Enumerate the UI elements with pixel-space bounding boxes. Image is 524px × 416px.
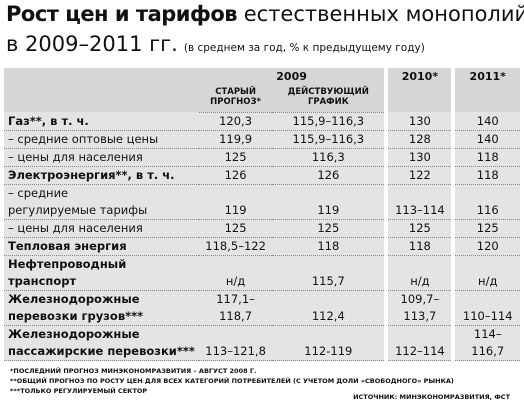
table-row: Газ**, в т. ч. 120,3 115,9–116,3 130 140: [4, 112, 520, 131]
cell: 119: [198, 184, 273, 220]
row-label-line: регулируемые тарифы: [8, 202, 148, 217]
cell: 118: [451, 148, 520, 167]
row-label: Железнодорожные пассажирские перевозки***: [4, 325, 199, 361]
cell: 119: [272, 184, 387, 220]
cell: 120,3: [198, 112, 273, 131]
title-years: в 2009–2011 гг.: [6, 32, 178, 56]
cell: 118: [384, 237, 454, 256]
cell: 125: [198, 219, 273, 238]
cell: 112–114: [384, 325, 454, 361]
cell: 140: [451, 130, 520, 149]
row-label: Тепловая энергия: [4, 237, 199, 256]
cell: н/д: [451, 255, 520, 291]
cell: 130: [384, 112, 454, 131]
cell: 113–121,8: [198, 325, 273, 361]
cell: 114–116,7: [451, 325, 520, 361]
row-label: Газ**, в т. ч.: [4, 112, 199, 131]
cell: 140: [451, 112, 520, 131]
row-label-line: – цены для населения: [8, 149, 143, 164]
table-row: Тепловая энергия 118,5–122 118 118 120: [4, 237, 520, 256]
row-label-line: Нефтепроводный: [8, 256, 127, 271]
row-label-line: Электроэнергия**, в т. ч.: [8, 167, 175, 182]
col-old: СТАРЫЙ ПРОГНОЗ*: [198, 82, 273, 113]
row-label-line: – средние оптовые цены: [8, 131, 159, 146]
col-current: ДЕЙСТВУЮЩИЙ ГРАФИК: [272, 82, 387, 113]
subtitle: (в среднем за год, % к предыдущему году): [183, 42, 425, 54]
table-row: Железнодорожные пассажирские перевозки***…: [4, 325, 520, 361]
cell: 125: [384, 219, 454, 238]
col-2011: 2011*: [451, 68, 520, 112]
row-label: – цены для населения: [4, 219, 199, 238]
cell: 115,7: [272, 255, 387, 291]
row-label-line: Тепловая энергия: [8, 238, 127, 253]
cell: 117,1–118,7: [198, 290, 273, 326]
table-row: Электроэнергия**, в т. ч. 126 126 122 118: [4, 166, 520, 185]
cell: 115,9–116,3: [272, 130, 387, 149]
cell: 118,5–122: [198, 237, 273, 256]
cell: 118: [272, 237, 387, 256]
row-label-line: транспорт: [8, 273, 77, 288]
title-line2: в 2009–2011 гг. (в среднем за год, % к пр…: [6, 32, 425, 56]
col-2010: 2010*: [384, 68, 454, 112]
cell: 125: [451, 219, 520, 238]
cell: 112-119: [272, 325, 387, 361]
footnote: ***ТОЛЬКО РЕГУЛИРУЕМЫЙ СЕКТОР: [10, 387, 148, 395]
table-row: – цены для населения 125 116,3 130 118: [4, 148, 520, 167]
title: Рост цен и тарифов естественных монополи…: [6, 2, 524, 26]
cell: н/д: [384, 255, 454, 291]
footnote: **ОБЩИЙ ПРОГНОЗ ПО РОСТУ ЦЕН ДЛЯ ВСЕХ КА…: [10, 377, 454, 385]
footnote: *ПОСЛЕДНИЙ ПРОГНОЗ МИНЭКОНОМРАЗВИТИЯ – А…: [10, 367, 257, 375]
row-label-line: пассажирские перевозки***: [8, 343, 195, 358]
row-label-line: – средние: [8, 185, 69, 200]
table: 2009 2010* 2011* СТАРЫЙ ПРОГНОЗ* ДЕЙСТВУЮЩИ…: [4, 68, 520, 361]
cell: 115,9–116,3: [272, 112, 387, 131]
cell: 116,3: [272, 148, 387, 167]
cell: 126: [272, 166, 387, 185]
cell: 125: [272, 219, 387, 238]
cell: 113–114: [384, 184, 454, 220]
source: ИСТОЧНИК: МИНЭКОНОМРАЗВИТИЯ, ФСТ: [353, 393, 510, 401]
row-label-line: Железнодорожные: [8, 326, 140, 341]
row-label-line: Газ**, в т. ч.: [8, 113, 89, 128]
cell: 109,7–113,7: [384, 290, 454, 326]
cell: 122: [384, 166, 454, 185]
cell: 125: [198, 148, 273, 167]
table-row: – цены для населения 125 125 125 125: [4, 219, 520, 238]
row-label: Нефтепроводный транспорт: [4, 255, 199, 291]
cell: 126: [198, 166, 273, 185]
row-label: – цены для населения: [4, 148, 199, 167]
footnotes: *ПОСЛЕДНИЙ ПРОГНОЗ МИНЭКОНОМРАЗВИТИЯ – А…: [10, 366, 454, 396]
cell: 120: [451, 237, 520, 256]
cell: 130: [384, 148, 454, 167]
row-label-line: – цены для населения: [8, 220, 143, 235]
table-row: Железнодорожные перевозки грузов*** 117,1–…: [4, 290, 520, 326]
row-label-line: перевозки грузов***: [8, 308, 144, 323]
table-row: – средние регулируемые тарифы 119 119 113–11…: [4, 184, 520, 220]
title-rest: естественных монополий: [243, 2, 524, 26]
cell: 128: [384, 130, 454, 149]
table-row: – средние оптовые цены 119,9 115,9–116,3 12…: [4, 130, 520, 149]
cell: 118: [451, 166, 520, 185]
title-bold: Рост цен и тарифов: [6, 2, 238, 26]
row-label: Железнодорожные перевозки грузов***: [4, 290, 199, 326]
cell: 119,9: [198, 130, 273, 149]
row-label: – средние регулируемые тарифы: [4, 184, 199, 220]
row-label: Электроэнергия**, в т. ч.: [4, 166, 199, 185]
cell: 110–114: [451, 290, 520, 326]
row-label: – средние оптовые цены: [4, 130, 199, 149]
cell: 116: [451, 184, 520, 220]
table-row: Нефтепроводный транспорт н/д 115,7 н/д н/д: [4, 255, 520, 291]
col-group: 2009: [198, 68, 387, 82]
row-label-line: Железнодорожные: [8, 291, 140, 306]
cell: 112,4: [272, 290, 387, 326]
cell: н/д: [198, 255, 273, 291]
